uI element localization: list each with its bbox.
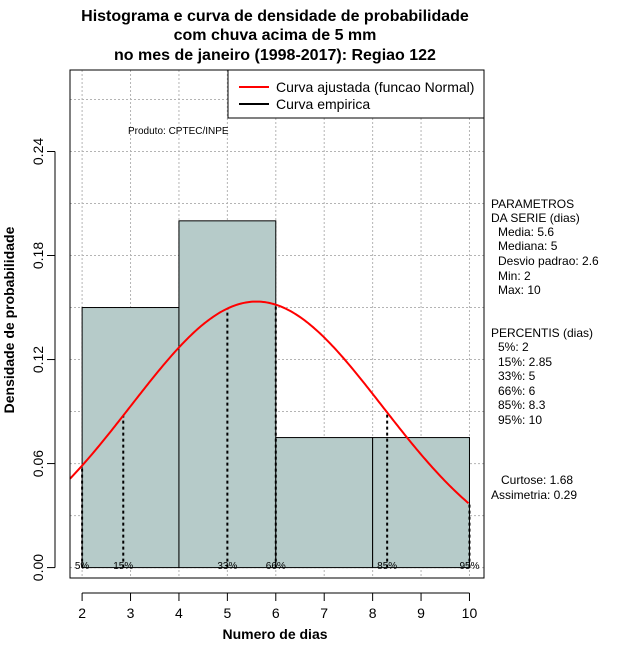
x-tick-label-2: 4 xyxy=(175,605,183,621)
histogram-bar-3 xyxy=(372,437,470,569)
percentil-33: 33%: 5 xyxy=(498,369,536,383)
percentile-label-2: 33% xyxy=(217,561,237,572)
x-tick-label-5: 7 xyxy=(320,605,328,621)
histogram-bar-0 xyxy=(81,307,180,569)
percentil-15: 15%: 2.85 xyxy=(498,355,552,369)
x-tick-label-7: 9 xyxy=(417,605,425,621)
axes: 2 3 4 5 6 7 8 9 10 0.00 0.06 0.12 0.18 0.24 xyxy=(30,138,477,621)
chart-title-line-2: com chuva acima de 5 mm xyxy=(174,27,377,44)
x-tick-label-1: 3 xyxy=(127,605,135,621)
y-tick-label-4: 0.24 xyxy=(30,138,46,165)
parameters-heading-2: DA SERIE (dias) xyxy=(491,211,580,225)
legend: Curva ajustada (funcao Normal) Curva emp… xyxy=(227,69,485,119)
parameters-block: PARAMETROS DA SERIE (dias) Media: 5.6 Me… xyxy=(491,197,599,297)
percentis-heading: PERCENTIS (dias) xyxy=(491,326,593,340)
parameters-heading-1: PARAMETROS xyxy=(491,197,574,211)
histogram-bar-2 xyxy=(275,437,374,569)
percentile-label-5: 95% xyxy=(459,561,479,572)
percentil-5: 5%: 2 xyxy=(498,340,529,354)
x-axis-label: Numero de dias xyxy=(222,626,327,642)
percentile-label-4: 85% xyxy=(377,561,397,572)
curtose: Curtose: 1.68 xyxy=(501,473,573,487)
y-tick-label-1: 0.06 xyxy=(30,450,46,477)
x-tick-label-0: 2 xyxy=(78,605,86,621)
normal-curve xyxy=(69,300,470,504)
parameter-media: Media: 5.6 xyxy=(498,225,554,239)
histogram-bar-1 xyxy=(178,220,277,569)
normal-curve-layer xyxy=(69,300,470,504)
x-tick-label-4: 6 xyxy=(272,605,280,621)
source-label: Produto: CPTEC/INPE xyxy=(128,126,229,137)
percentil-85: 85%: 8.3 xyxy=(498,398,546,412)
y-tick-label-0: 0.00 xyxy=(30,554,46,581)
x-tick-label-3: 5 xyxy=(223,605,231,621)
percentile-label-3: 66% xyxy=(266,561,286,572)
chart-title-line-1: Histograma e curva de densidade de proba… xyxy=(81,8,469,25)
y-axis-label: Densidade de probabilidade xyxy=(1,226,17,413)
x-tick-label-6: 8 xyxy=(369,605,377,621)
x-tick-label-8: 10 xyxy=(462,605,478,621)
percentile-lines: 5% 15% 33% 66% 85% 95% xyxy=(75,304,480,572)
legend-label-normal: Curva ajustada (funcao Normal) xyxy=(276,79,474,95)
parameter-mediana: Mediana: 5 xyxy=(498,239,558,253)
legend-box xyxy=(227,69,485,119)
percentis-block: PERCENTIS (dias) 5%: 2 15%: 2.85 33%: 5 … xyxy=(491,326,593,427)
chart-title-line-3: no mes de janeiro (1998-2017): Regiao 12… xyxy=(114,47,436,64)
shape-block: Curtose: 1.68 Assimetria: 0.29 xyxy=(491,473,577,502)
parameter-min: Min: 2 xyxy=(498,269,531,283)
histogram-bars xyxy=(81,220,470,569)
percentil-66: 66%: 6 xyxy=(498,384,536,398)
legend-label-empirical: Curva empirica xyxy=(276,96,370,112)
assimetria: Assimetria: 0.29 xyxy=(491,488,577,502)
parameter-max: Max: 10 xyxy=(498,283,541,297)
parameter-desvio: Desvio padrao: 2.6 xyxy=(498,254,599,268)
y-tick-label-2: 0.12 xyxy=(30,346,46,373)
percentil-95: 95%: 10 xyxy=(498,413,542,427)
percentile-label-0: 5% xyxy=(75,561,90,572)
y-tick-label-3: 0.18 xyxy=(30,242,46,269)
percentile-label-1: 15% xyxy=(113,561,133,572)
